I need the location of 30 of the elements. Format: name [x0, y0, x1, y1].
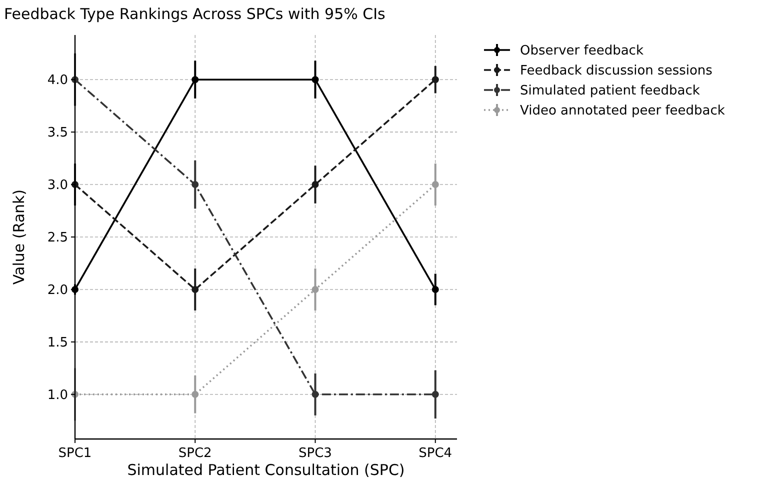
- legend-label: Simulated patient feedback: [520, 84, 700, 99]
- chart-title: Feedback Type Rankings Across SPCs with 95% CIs: [4, 5, 386, 23]
- y-tick-label: 3.5: [47, 126, 68, 141]
- legend-label: Feedback discussion sessions: [520, 64, 713, 79]
- y-tick-label: 1.0: [47, 388, 68, 403]
- x-axis-title: Simulated Patient Consultation (SPC): [127, 461, 405, 479]
- y-tick-label: 2.5: [47, 230, 68, 246]
- y-tick-label: 4.0: [47, 73, 68, 88]
- y-tick-label: 2.0: [47, 283, 68, 298]
- point: [312, 286, 319, 293]
- point: [312, 390, 319, 398]
- y-tick-label: 3.0: [47, 178, 68, 194]
- point: [192, 286, 199, 293]
- x-tick-label: SPC1: [58, 446, 92, 461]
- legend-label: Video annotated peer feedback: [520, 104, 726, 119]
- point: [432, 286, 439, 293]
- y-axis-title: Value (Rank): [10, 189, 28, 285]
- x-tick-label: SPC4: [418, 446, 452, 461]
- point: [432, 390, 439, 398]
- point: [192, 181, 199, 188]
- y-tick-label: 1.5: [47, 335, 68, 350]
- point: [432, 76, 439, 84]
- point: [192, 390, 199, 398]
- point: [312, 181, 319, 188]
- point: [312, 76, 319, 84]
- x-tick-label: SPC3: [298, 446, 332, 461]
- point: [432, 181, 439, 188]
- point: [192, 76, 199, 84]
- legend-label: Observer feedback: [520, 44, 644, 59]
- x-tick-label: SPC2: [178, 446, 212, 461]
